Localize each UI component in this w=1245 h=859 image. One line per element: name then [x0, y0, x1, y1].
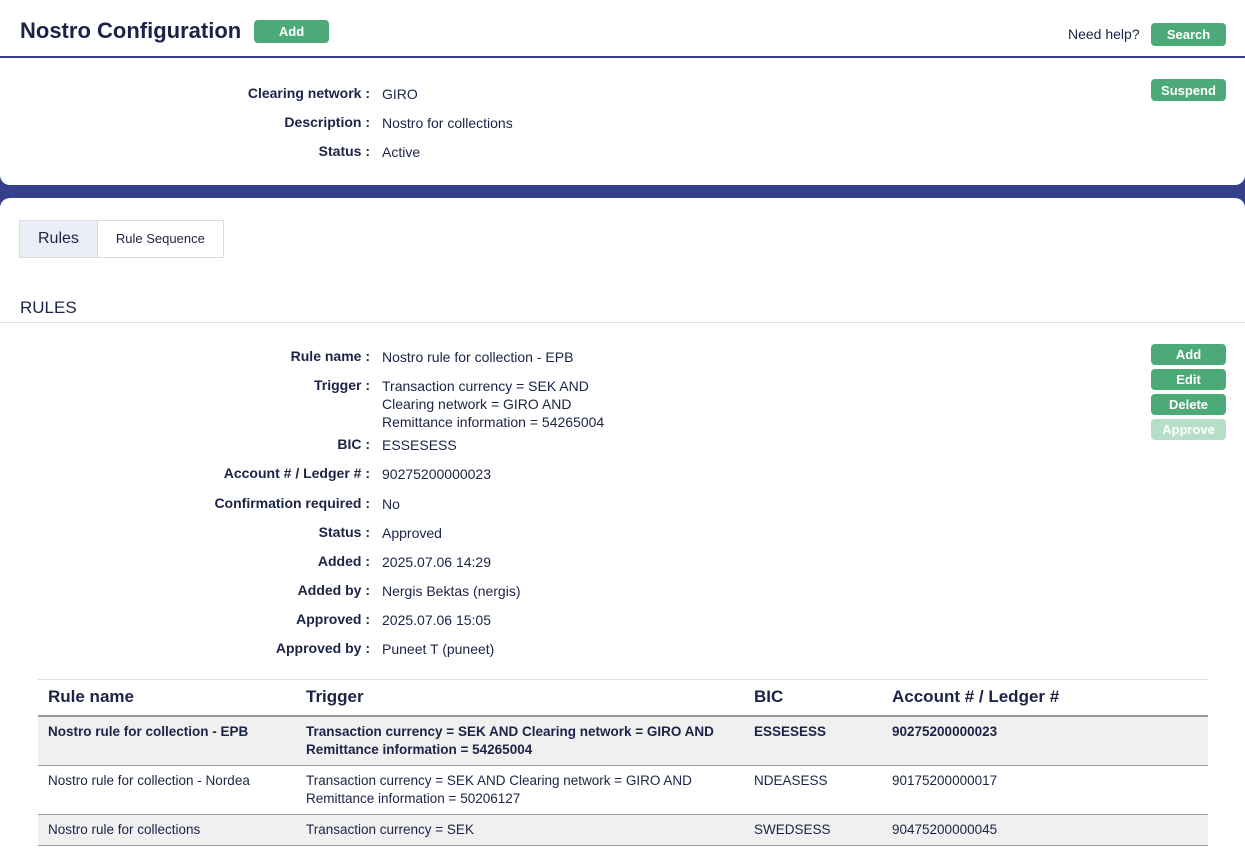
field-label: Trigger : — [313, 377, 370, 393]
tab-bar: Rules Rule Sequence — [19, 220, 224, 258]
field-value: Transaction currency = SEK AND Clearing n… — [382, 377, 604, 431]
suspend-button[interactable]: Suspend — [1151, 79, 1226, 101]
cell-account: 90475200000045 — [882, 814, 1208, 846]
field-label: Clearing network : — [247, 85, 370, 101]
rule-field-approved-by: Approved by : Puneet T (puneet) — [0, 640, 1245, 660]
rule-field-status: Status : Approved — [0, 524, 1245, 544]
field-value: 2025.07.06 14:29 — [382, 554, 491, 570]
field-description: Description : Nostro for collections — [0, 114, 1245, 134]
column-header-account[interactable]: Account # / Ledger # — [882, 679, 1208, 717]
field-label: Approved by : — [275, 640, 370, 656]
tab-rule-sequence[interactable]: Rule Sequence — [97, 221, 223, 257]
divider — [0, 322, 1245, 323]
column-header-bic[interactable]: BIC — [744, 679, 882, 717]
rule-field-approved: Approved : 2025.07.06 15:05 — [0, 611, 1245, 631]
configuration-details: Suspend Clearing network : GIRO Descripti… — [0, 58, 1245, 185]
field-value: Nergis Bektas (nergis) — [382, 583, 521, 599]
need-help-link[interactable]: Need help? — [1068, 26, 1140, 42]
add-configuration-button[interactable]: Add — [254, 20, 329, 43]
cell-bic: SWEDSESS — [744, 814, 882, 846]
cell-account: 90175200000017 — [882, 765, 1208, 815]
field-value: GIRO — [382, 86, 418, 102]
field-status: Status : Active — [0, 143, 1245, 163]
column-header-rule-name[interactable]: Rule name — [38, 679, 296, 717]
field-value: Nostro for collections — [382, 115, 513, 131]
field-label: Status : — [318, 143, 370, 159]
field-value: Puneet T (puneet) — [382, 641, 495, 657]
table-row[interactable]: Nostro rule for collection - EPB Transac… — [38, 715, 1208, 766]
cell-bic: NDEASESS — [744, 765, 882, 815]
table-row[interactable]: Nostro rule for collection - Nordea Tran… — [38, 765, 1208, 815]
edit-rule-button[interactable]: Edit — [1151, 369, 1226, 390]
cell-trigger: Transaction currency = SEK AND Clearing … — [296, 765, 744, 815]
cell-bic: ESSESESS — [744, 715, 882, 766]
field-value: No — [382, 496, 400, 512]
cell-rule-name: Nostro rule for collection - Nordea — [38, 765, 296, 815]
field-label: Status : — [318, 524, 370, 540]
cell-rule-name: Nostro rule for collection - EPB — [38, 715, 296, 766]
add-rule-button[interactable]: Add — [1151, 344, 1226, 365]
cell-trigger: Transaction currency = SEK — [296, 814, 744, 846]
field-value: Nostro rule for collection - EPB — [382, 349, 574, 365]
field-label: Added : — [317, 553, 370, 569]
page-title: Nostro Configuration — [20, 18, 242, 43]
rule-field-account: Account # / Ledger # : 90275200000023 — [0, 465, 1245, 485]
page-header: Nostro Configuration Add Need help? Sear… — [0, 0, 1245, 57]
trigger-line: Transaction currency = SEK AND — [382, 378, 589, 394]
cell-account: 90275200000023 — [882, 715, 1208, 766]
field-label: Description : — [284, 114, 370, 130]
field-value: ESSESESS — [382, 437, 457, 453]
table-row[interactable]: Nostro rule for collections Transaction … — [38, 814, 1208, 846]
column-header-trigger[interactable]: Trigger — [296, 679, 744, 717]
trigger-line: Clearing network = GIRO AND — [382, 396, 572, 412]
search-button[interactable]: Search — [1151, 23, 1226, 46]
rule-field-added: Added : 2025.07.06 14:29 — [0, 553, 1245, 573]
rules-table: Rule name Trigger BIC Account # / Ledger… — [38, 679, 1208, 846]
trigger-line: Remittance information = 54265004 — [382, 414, 605, 430]
field-value: Active — [382, 144, 421, 160]
field-label: Rule name : — [290, 348, 370, 364]
rule-field-trigger: Trigger : Transaction currency = SEK AND… — [0, 377, 1245, 433]
rule-field-added-by: Added by : Nergis Bektas (nergis) — [0, 582, 1245, 602]
field-value: Approved — [382, 525, 442, 541]
delete-rule-button[interactable]: Delete — [1151, 394, 1226, 415]
field-label: Added by : — [297, 582, 370, 598]
rules-panel: Rules Rule Sequence RULES Add Edit Delet… — [0, 198, 1245, 859]
field-label: Account # / Ledger # : — [223, 465, 370, 481]
field-label: Confirmation required : — [214, 495, 370, 511]
field-label: Approved : — [296, 611, 370, 627]
approve-rule-button: Approve — [1151, 419, 1226, 440]
cell-trigger: Transaction currency = SEK AND Clearing … — [296, 715, 744, 766]
field-clearing-network: Clearing network : GIRO — [0, 85, 1245, 105]
cell-rule-name: Nostro rule for collections — [38, 814, 296, 846]
rule-field-name: Rule name : Nostro rule for collection - … — [0, 348, 1245, 368]
rule-field-bic: BIC : ESSESESS — [0, 436, 1245, 456]
field-value: 90275200000023 — [382, 466, 492, 482]
field-value: 2025.07.06 15:05 — [382, 612, 491, 628]
field-label: BIC : — [337, 436, 370, 452]
rules-heading: RULES — [20, 298, 77, 317]
tab-rules[interactable]: Rules — [20, 221, 98, 257]
rule-field-confirmation: Confirmation required : No — [0, 495, 1245, 515]
